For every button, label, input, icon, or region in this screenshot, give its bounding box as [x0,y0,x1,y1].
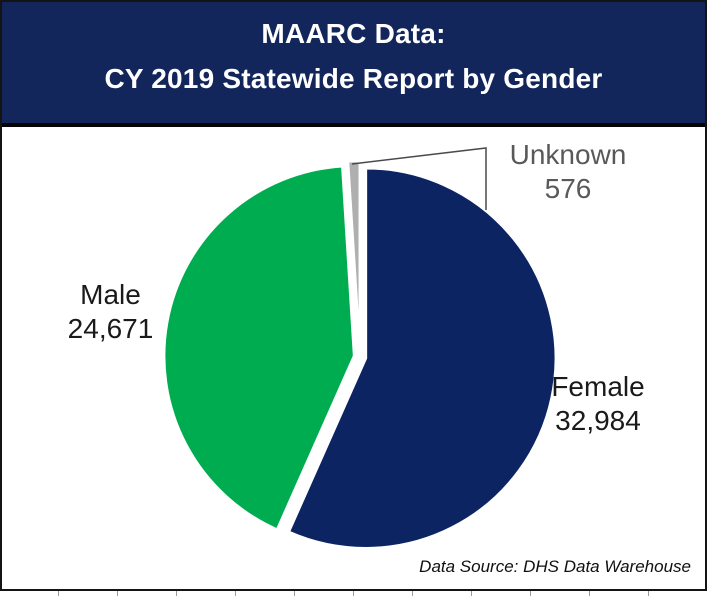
female-slice [287,166,558,550]
unknown-slice-value: 576 [544,173,592,204]
unknown-slice [346,159,362,353]
data-source-note: Data Source: DHS Data Warehouse [419,557,691,576]
female-slice-label: Female 32,984 [517,370,679,438]
chart-title-bar: MAARC Data: CY 2019 Statewide Report by … [2,2,705,127]
pie-slices [162,159,558,550]
chart-title-line-1: MAARC Data: [261,18,446,49]
male-slice [162,165,356,531]
chart-title-line-2: CY 2019 Statewide Report by Gender [104,63,603,94]
male-slice-label: Male 24,671 [28,278,193,346]
female-slice-name: Female [551,371,645,402]
spreadsheet-gridline-ticks [0,591,707,596]
male-slice-name: Male [80,279,141,310]
unknown-slice-name: Unknown [509,139,627,170]
female-slice-value: 32,984 [555,405,641,436]
unknown-slice-label: Unknown 576 [494,138,642,206]
male-slice-value: 24,671 [67,313,154,344]
unknown-leader-line [351,147,487,210]
